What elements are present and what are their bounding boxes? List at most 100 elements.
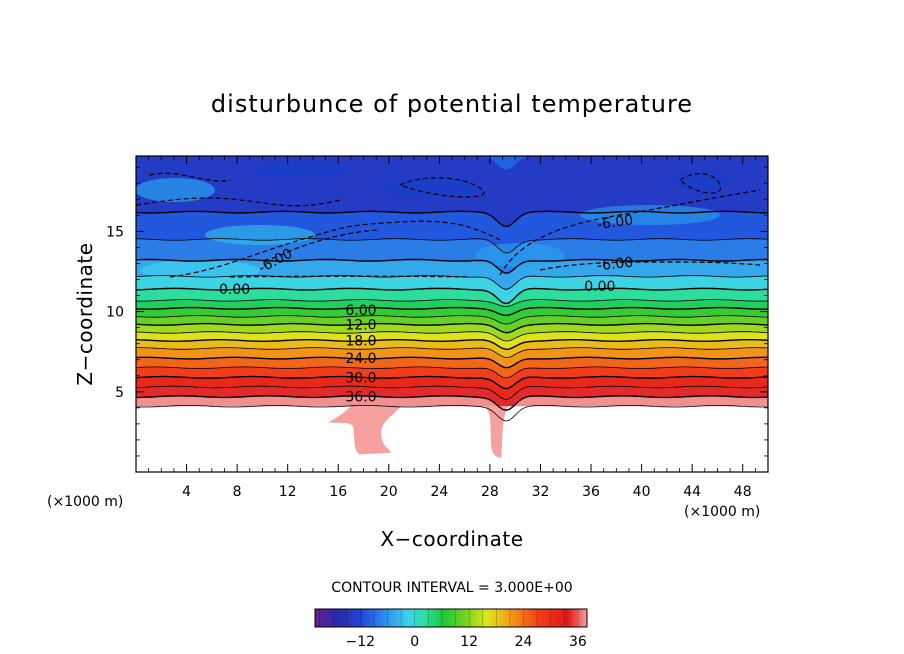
contour-line	[264, 229, 381, 263]
contour-line	[136, 347, 769, 359]
x-axis-ticks: 4 8 12 16 20 24 28 32 36 40 44 48	[148, 156, 756, 500]
x-tick-label: 36	[582, 484, 600, 500]
contour-line	[135, 322, 769, 334]
contour-line	[135, 356, 768, 369]
anomaly-patch	[205, 225, 315, 245]
colorbar-tick-label: 0	[410, 634, 419, 650]
contour-label: -6.00	[596, 212, 634, 233]
colorbar	[314, 608, 588, 628]
contour-lines	[135, 210, 769, 422]
contour-band	[136, 276, 768, 304]
x-tick-label: 24	[430, 484, 448, 500]
contour-label-text: 0.00	[219, 282, 250, 298]
contour-line	[135, 299, 769, 307]
anomaly-patch	[580, 205, 720, 225]
contour-line	[135, 366, 769, 379]
x-tick-label: 32	[532, 484, 550, 500]
negative-contours	[136, 172, 761, 278]
contour-band	[136, 260, 768, 290]
contour-line	[135, 287, 769, 305]
x-unit-left: (×1000 m)	[47, 494, 123, 510]
x-tick-label: 44	[683, 484, 701, 500]
contour-line	[136, 238, 769, 254]
contour-line	[135, 375, 769, 390]
ground-region	[136, 406, 768, 472]
contour-label: 36.0	[345, 390, 376, 406]
contour-band	[136, 396, 768, 421]
x-tick-label: 28	[481, 484, 499, 500]
contour-band	[136, 324, 768, 341]
contour-line	[136, 395, 769, 412]
contour-line	[229, 275, 471, 278]
x-tick-label: 12	[279, 484, 297, 500]
contour-band	[136, 332, 768, 350]
colorbar-ticks: −12 0 12 24 36	[319, 609, 587, 650]
contour-line	[135, 385, 769, 400]
contour-line	[149, 172, 231, 182]
contour-line	[135, 306, 768, 317]
contour-interval-label: CONTOUR INTERVAL = 3.000E+00	[331, 580, 572, 596]
contour-label: 24.0	[345, 351, 376, 367]
anomaly-patch	[380, 178, 480, 198]
contour-label: 0.00	[584, 279, 615, 295]
contour-label-text: 30.0	[345, 370, 376, 386]
contour-label-text: -6.00	[596, 212, 634, 233]
contour-label: 30.0	[345, 370, 376, 386]
contour-line	[539, 261, 761, 271]
contour-label-text: 18.0	[345, 333, 376, 349]
x-tick-label: 4	[182, 484, 191, 500]
contour-label-text: -6.00	[596, 255, 634, 275]
contour-line	[398, 177, 485, 198]
contour-label: 6.00	[345, 303, 376, 319]
contour-line	[135, 315, 769, 325]
x-unit-right: (×1000 m)	[684, 504, 760, 520]
contour-line	[135, 210, 768, 228]
contour-band	[136, 289, 768, 306]
contour-band	[136, 387, 768, 410]
contour-label: 12.0	[345, 317, 376, 333]
contour-band	[136, 367, 768, 390]
x-tick-label: 20	[380, 484, 398, 500]
y-axis-label: Z−coordinate	[73, 242, 97, 385]
colorbar-tick-label: 24	[515, 634, 533, 650]
contour-line	[499, 189, 761, 276]
y-axis-ticks: 5 10 15	[106, 166, 768, 457]
contour-label: -6.00	[596, 255, 634, 275]
y-tick-label: 15	[106, 224, 124, 240]
contour-label-text: 12.0	[345, 317, 376, 333]
x-tick-label: 16	[329, 484, 347, 500]
contour-label-text: 36.0	[345, 390, 376, 406]
contour-band	[136, 239, 768, 274]
contour-label-text: 6.00	[345, 303, 376, 319]
contour-band	[136, 340, 768, 358]
x-tick-label: 48	[734, 484, 752, 500]
x-axis-label: X−coordinate	[380, 527, 523, 551]
contour-label-text: 0.00	[584, 279, 615, 295]
y-tick-label: 10	[106, 305, 124, 321]
contour-band	[136, 377, 768, 400]
contour-line	[135, 405, 768, 422]
colorbar-tick-label: −12	[346, 634, 376, 650]
contour-band	[136, 348, 768, 369]
anomaly-patch	[670, 170, 730, 190]
x-tick-label: 40	[633, 484, 651, 500]
terrain-patch	[328, 406, 402, 455]
contour-line	[135, 331, 769, 342]
colorbar-tick-label: 12	[460, 634, 478, 650]
contour-label: 18.0	[345, 333, 376, 349]
cold-anomaly-patches	[136, 162, 730, 280]
contour-line	[135, 339, 769, 351]
colorbar-tick-label: 36	[569, 634, 587, 650]
anomaly-patch	[140, 260, 260, 280]
contour-band	[136, 358, 768, 379]
contour-label: 0.00	[219, 282, 250, 298]
contour-line	[135, 275, 769, 290]
anomaly-patch	[136, 178, 215, 202]
anomaly-patch	[475, 243, 565, 267]
anomaly-patch	[255, 162, 345, 178]
contour-line	[136, 197, 341, 207]
x-tick-label: 8	[233, 484, 242, 500]
chart-title: disturbunce of potential temperature	[211, 90, 693, 118]
contour-line	[679, 173, 722, 194]
